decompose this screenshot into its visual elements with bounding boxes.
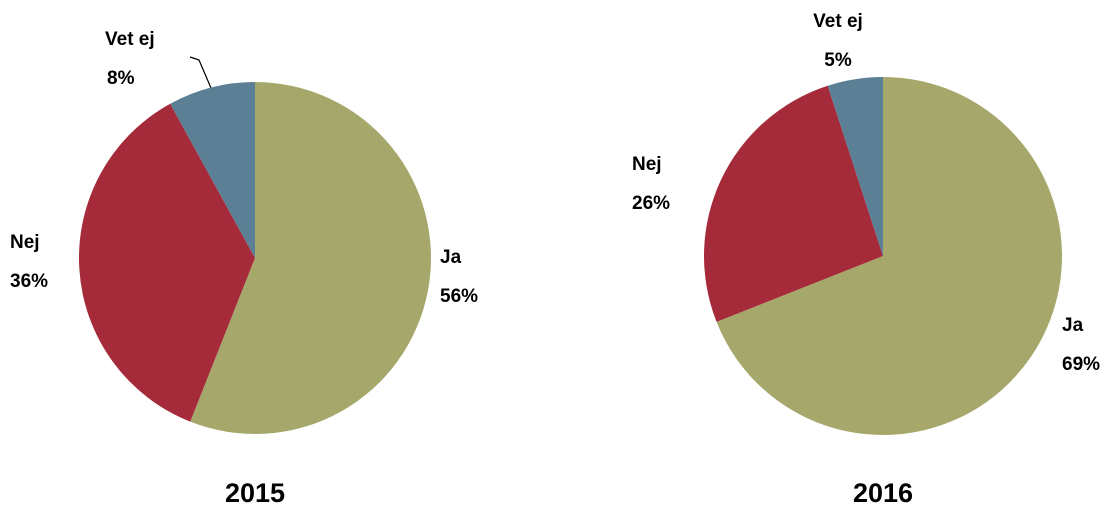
- category-label: Ja: [440, 247, 462, 268]
- pie-slice: [170, 82, 255, 258]
- chart-title: 2015: [225, 478, 285, 508]
- leader-line: [189, 56, 212, 89]
- value-label: 5%: [824, 50, 852, 71]
- value-label: 69%: [1062, 354, 1100, 375]
- category-label: Ja: [1062, 315, 1084, 336]
- pie-slice: [79, 103, 255, 422]
- pie-slice: [716, 77, 1062, 435]
- pie-slice: [704, 85, 883, 322]
- pie-slice: [827, 77, 883, 256]
- category-label: Nej: [632, 154, 662, 175]
- value-label: 56%: [440, 286, 478, 307]
- category-label: Vet ej: [105, 29, 155, 50]
- pie-slice: [190, 82, 431, 434]
- chart-title: 2016: [853, 478, 913, 508]
- value-label: 36%: [10, 271, 48, 292]
- value-label: 8%: [107, 68, 135, 89]
- category-label: Vet ej: [813, 11, 863, 32]
- category-label: Nej: [10, 232, 40, 253]
- value-label: 26%: [632, 193, 670, 214]
